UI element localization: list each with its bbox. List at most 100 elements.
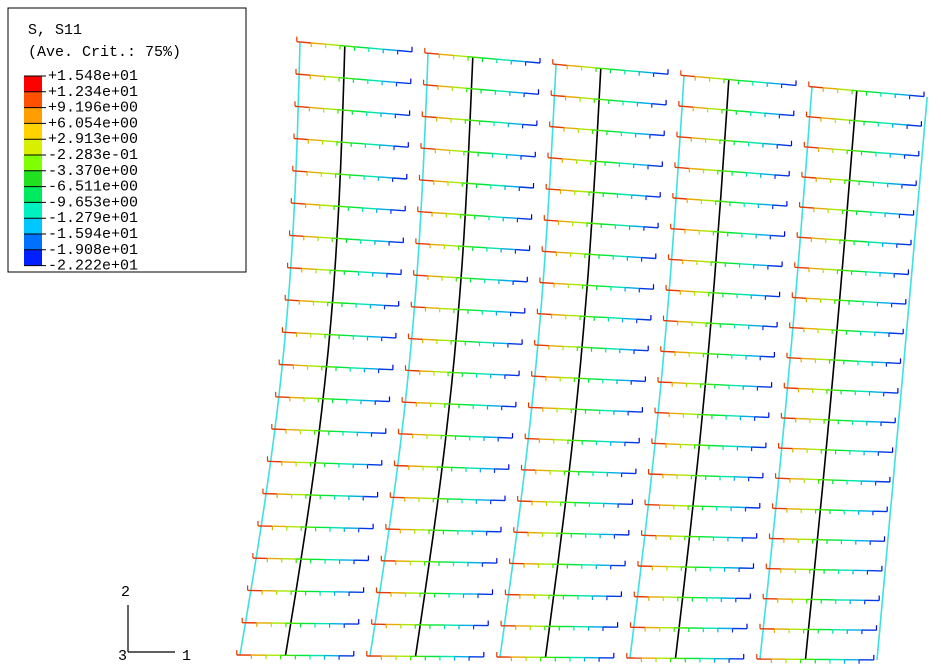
beam-segment bbox=[361, 240, 375, 241]
beam-segment bbox=[423, 467, 437, 468]
beam-segment bbox=[328, 302, 342, 303]
beam-segment bbox=[809, 268, 823, 269]
beam-segment bbox=[325, 334, 339, 335]
beam-segment bbox=[432, 213, 446, 214]
beam-segment bbox=[334, 206, 348, 207]
beam-segment bbox=[619, 163, 633, 164]
beam-segment bbox=[540, 283, 554, 284]
beam-segment bbox=[873, 182, 887, 183]
beam-segment bbox=[594, 317, 608, 318]
beam-segment bbox=[637, 103, 651, 104]
beam-segment bbox=[465, 341, 479, 342]
beam-segment bbox=[689, 353, 703, 354]
beam-segment bbox=[559, 221, 573, 222]
beam-segment bbox=[300, 430, 314, 431]
beam-segment bbox=[881, 93, 895, 94]
beam-segment bbox=[544, 220, 558, 221]
beam-segment bbox=[894, 274, 908, 275]
legend-scale: +1.548e+01+1.234e+01+9.196e+00+6.054e+00… bbox=[24, 68, 138, 275]
beam-segment bbox=[767, 83, 781, 84]
beam-segment bbox=[526, 62, 540, 63]
page: {"legend": {"title": "S, S11", "subtitle… bbox=[0, 0, 941, 665]
legend-level: -9.653e+00 bbox=[48, 194, 138, 211]
beam-segment bbox=[607, 131, 621, 132]
beam-segment bbox=[806, 298, 820, 299]
beam-segment bbox=[508, 344, 522, 345]
beam-segment bbox=[352, 111, 366, 112]
beam-segment bbox=[765, 113, 779, 114]
beam-segment bbox=[623, 318, 637, 319]
beam-segment bbox=[642, 258, 656, 259]
beam-segment bbox=[782, 84, 796, 85]
beam-segment bbox=[554, 283, 568, 284]
column-edge bbox=[630, 76, 684, 658]
beam-segment bbox=[324, 109, 338, 110]
beam-segment bbox=[740, 416, 754, 417]
beam-segment bbox=[537, 314, 551, 315]
beam-segment bbox=[720, 140, 734, 141]
beam-segment bbox=[673, 198, 687, 199]
beam-segment bbox=[718, 171, 732, 172]
beam-segment bbox=[876, 482, 890, 483]
beam-segment bbox=[691, 138, 705, 139]
beam-segment bbox=[710, 78, 724, 79]
beam-segment bbox=[495, 91, 509, 92]
beam-segment bbox=[877, 302, 891, 303]
beam-segment bbox=[321, 173, 335, 174]
beam-segment bbox=[795, 267, 809, 268]
beam-segment bbox=[833, 149, 847, 150]
legend-level: -6.511e+00 bbox=[48, 179, 138, 196]
beam-segment bbox=[394, 146, 408, 147]
beam-segment bbox=[580, 98, 594, 99]
beam-segment bbox=[868, 242, 882, 243]
beam-segment bbox=[655, 413, 669, 414]
beam-segment bbox=[462, 499, 476, 500]
beam-segment bbox=[557, 409, 571, 410]
beam-segment bbox=[831, 179, 845, 180]
beam-segment bbox=[571, 253, 585, 254]
beam-segment bbox=[477, 184, 491, 185]
legend-level: +9.196e+00 bbox=[48, 100, 138, 117]
beam-segment bbox=[521, 156, 535, 157]
beam-segment bbox=[326, 44, 340, 45]
beam-segment bbox=[499, 280, 513, 281]
beam-segment bbox=[845, 180, 859, 181]
beam-segment bbox=[734, 141, 748, 142]
beam-segment bbox=[456, 436, 470, 437]
beam-segment bbox=[365, 144, 379, 145]
beam-segment bbox=[801, 358, 815, 359]
beam-segment bbox=[306, 204, 320, 205]
beam-segment bbox=[513, 281, 527, 282]
beam-segment bbox=[554, 440, 568, 441]
beam-segment bbox=[821, 118, 835, 119]
beam-segment bbox=[573, 222, 587, 223]
beam-segment bbox=[622, 473, 636, 474]
beam-segment bbox=[751, 112, 765, 113]
column bbox=[806, 91, 857, 660]
beam-segment bbox=[397, 82, 411, 83]
beam-segment bbox=[532, 376, 546, 377]
beam-segment bbox=[749, 477, 763, 478]
beam-segment bbox=[536, 470, 550, 471]
beam-segment bbox=[637, 319, 651, 320]
beam-segment bbox=[749, 142, 763, 143]
beam-segment bbox=[807, 449, 821, 450]
beam-segment bbox=[566, 97, 580, 98]
beam-segment bbox=[658, 382, 672, 383]
beam-segment bbox=[523, 124, 537, 125]
beam-segment bbox=[596, 441, 610, 442]
beam-segment bbox=[872, 362, 886, 363]
beam-segment bbox=[611, 287, 625, 288]
beam-segment bbox=[724, 79, 738, 80]
beam-segment bbox=[636, 133, 650, 134]
beam-segment bbox=[561, 190, 575, 191]
legend-swatch bbox=[24, 76, 42, 92]
beam-segment bbox=[675, 352, 689, 353]
beam-segment bbox=[777, 145, 791, 146]
beam-segment bbox=[325, 76, 339, 77]
column-edge bbox=[760, 87, 812, 659]
beam-segment bbox=[583, 285, 597, 286]
beam-segment bbox=[669, 413, 683, 414]
beam-segment bbox=[505, 375, 519, 376]
beam-segment bbox=[562, 159, 576, 160]
